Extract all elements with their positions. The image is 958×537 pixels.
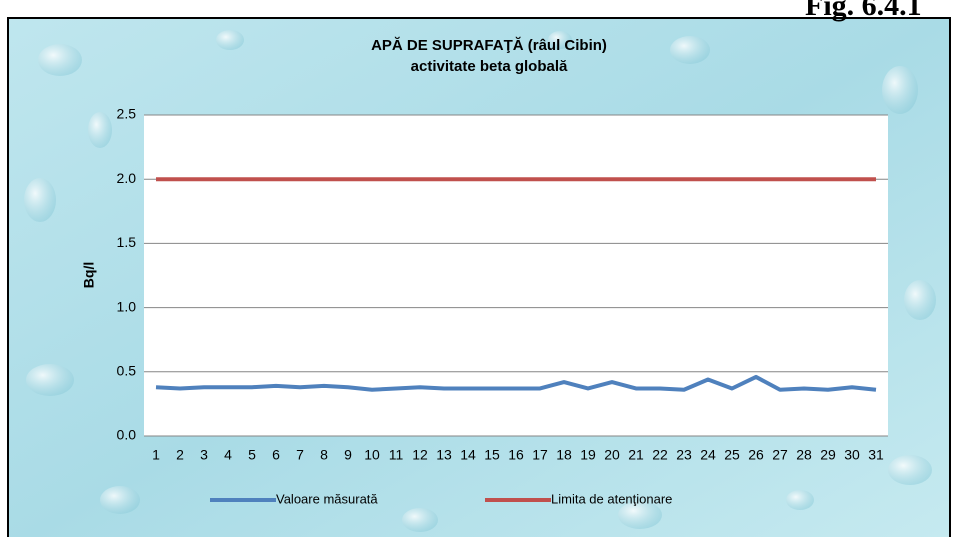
x-tick-label: 4 xyxy=(224,447,232,463)
x-tick-label: 2 xyxy=(176,447,184,463)
drops xyxy=(24,30,936,532)
x-tick-label: 14 xyxy=(460,447,476,463)
x-tick-label: 8 xyxy=(320,447,328,463)
x-tick-label: 24 xyxy=(700,447,716,463)
x-tick-label: 13 xyxy=(436,447,452,463)
x-tick-label: 9 xyxy=(344,447,352,463)
y-tick-label: 0.5 xyxy=(117,363,137,379)
x-tick-label: 15 xyxy=(484,447,500,463)
x-tick-label: 26 xyxy=(748,447,764,463)
x-tick-label: 10 xyxy=(364,447,380,463)
x-tick-label: 29 xyxy=(820,447,836,463)
y-tick-label: 1.5 xyxy=(117,234,137,250)
y-tick-label: 2.5 xyxy=(117,106,137,122)
x-tick-label: 27 xyxy=(772,447,788,463)
x-tick-label: 16 xyxy=(508,447,524,463)
x-tick-label: 19 xyxy=(580,447,596,463)
y-axis-label: Bq/l xyxy=(81,262,97,288)
x-tick-label: 18 xyxy=(556,447,572,463)
y-tick-label: 2.0 xyxy=(117,170,137,186)
x-tick-label: 7 xyxy=(296,447,304,463)
legend-label: Limita de atenţionare xyxy=(551,491,672,506)
x-tick-label: 1 xyxy=(152,447,160,463)
data-line xyxy=(155,374,877,392)
x-tick-label: 23 xyxy=(676,447,692,463)
x-tick-label: 22 xyxy=(652,447,668,463)
y-tick-label: 0.0 xyxy=(117,427,137,443)
x-tick-label: 12 xyxy=(412,447,428,463)
x-tick-label: 11 xyxy=(389,447,404,463)
x-tick-label: 6 xyxy=(272,447,280,463)
x-tick-label: 17 xyxy=(532,447,548,463)
chart-subtitle: activitate beta globală xyxy=(411,58,568,75)
x-tick-label: 31 xyxy=(868,447,884,463)
x-tick-label: 20 xyxy=(604,447,620,463)
legend-label: Valoare măsurată xyxy=(276,491,378,506)
x-tick-label: 5 xyxy=(248,447,256,463)
x-tick-label: 3 xyxy=(200,447,208,463)
y-tick-label: 1.0 xyxy=(117,298,137,314)
x-tick-label: 28 xyxy=(796,447,812,463)
x-tick-label: 25 xyxy=(724,447,740,463)
figure-label: Fig. 6.4.1 xyxy=(805,0,922,22)
x-tick-label: 30 xyxy=(844,447,860,463)
x-tick-label: 21 xyxy=(628,447,644,463)
chart-title: APĂ DE SUPRAFAŢĂ (râul Cibin) xyxy=(371,37,607,54)
